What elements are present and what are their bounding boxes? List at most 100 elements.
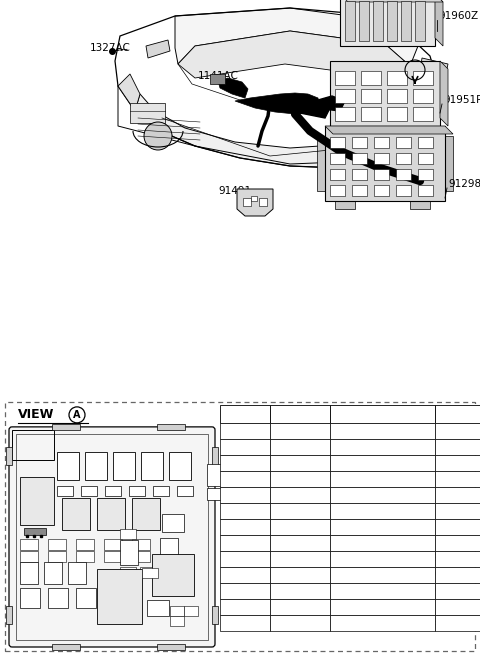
Bar — [141, 452, 163, 480]
Circle shape — [376, 151, 404, 179]
Bar — [220, 423, 270, 439]
Polygon shape — [175, 8, 420, 66]
Bar — [435, 567, 480, 583]
Bar — [130, 103, 165, 123]
Bar — [113, 452, 135, 480]
Bar — [132, 551, 150, 562]
Text: 95220A: 95220A — [284, 570, 316, 579]
Text: l: l — [243, 619, 247, 627]
Text: d: d — [242, 474, 248, 483]
Bar — [81, 486, 97, 496]
Bar — [330, 61, 440, 126]
Bar — [5, 402, 475, 651]
FancyBboxPatch shape — [9, 427, 215, 647]
Bar — [220, 567, 270, 583]
Bar — [62, 498, 90, 530]
Bar — [48, 551, 66, 562]
Bar — [330, 615, 435, 631]
Bar — [220, 599, 270, 615]
Text: 40A: 40A — [452, 506, 468, 516]
Text: a: a — [139, 554, 143, 560]
Text: f: f — [112, 554, 114, 560]
Bar — [52, 424, 80, 430]
Polygon shape — [340, 0, 443, 2]
Text: e: e — [171, 520, 175, 526]
Bar — [330, 551, 435, 567]
Polygon shape — [300, 101, 330, 118]
Bar — [270, 615, 330, 631]
Bar — [220, 519, 270, 535]
Text: j: j — [128, 549, 130, 555]
Text: e: e — [84, 595, 88, 601]
Bar — [387, 71, 407, 85]
Bar — [20, 539, 38, 550]
Bar — [340, 0, 435, 46]
Bar — [352, 185, 367, 196]
Text: A: A — [411, 66, 419, 75]
Bar — [12, 430, 54, 460]
Polygon shape — [315, 96, 345, 111]
Text: i: i — [95, 461, 97, 470]
Bar — [330, 169, 345, 180]
Bar — [220, 455, 270, 471]
Bar — [435, 455, 480, 471]
Bar — [170, 606, 184, 616]
Bar — [220, 405, 270, 423]
Text: 91951R: 91951R — [443, 95, 480, 105]
Bar — [330, 567, 435, 583]
Bar — [132, 498, 160, 530]
Text: f: f — [52, 570, 54, 576]
Bar — [330, 455, 435, 471]
Bar — [335, 107, 355, 121]
Text: f: f — [243, 506, 247, 516]
Bar — [20, 588, 40, 608]
Bar — [97, 498, 125, 530]
Bar — [132, 539, 150, 550]
Text: h: h — [170, 570, 176, 580]
Text: f: f — [214, 472, 216, 478]
Bar — [270, 503, 330, 519]
Bar — [435, 615, 480, 631]
Polygon shape — [118, 74, 140, 111]
Bar — [418, 185, 433, 196]
Text: KEY NO: KEY NO — [283, 409, 317, 419]
Text: REMARK: REMARK — [440, 409, 480, 419]
Bar — [396, 153, 411, 164]
Bar — [220, 583, 270, 599]
Bar — [207, 464, 223, 486]
Text: 18980J: 18980J — [286, 426, 314, 436]
Bar — [152, 554, 194, 596]
Text: i: i — [123, 461, 125, 470]
Text: 18980C: 18980C — [284, 442, 316, 451]
Text: j: j — [243, 586, 247, 596]
Text: VIEW: VIEW — [18, 409, 54, 421]
Text: FUSE-MINI: FUSE-MINI — [385, 474, 429, 483]
Bar — [330, 423, 435, 439]
Polygon shape — [380, 138, 415, 160]
Text: c: c — [176, 609, 178, 613]
Bar — [105, 486, 121, 496]
Bar — [120, 529, 136, 539]
Text: k: k — [73, 509, 79, 519]
Text: e: e — [75, 570, 79, 576]
Text: a: a — [126, 531, 130, 537]
Bar — [361, 107, 381, 121]
Text: 95230I: 95230I — [286, 602, 314, 611]
Bar — [270, 439, 330, 455]
Text: c: c — [111, 543, 115, 547]
Text: RELAY-MICRO: RELAY-MICRO — [385, 570, 442, 579]
Text: PART NAME: PART NAME — [355, 409, 409, 419]
Text: 15A: 15A — [452, 442, 468, 451]
Bar — [210, 74, 225, 84]
Bar — [6, 606, 12, 624]
Bar — [207, 488, 223, 500]
Polygon shape — [420, 58, 448, 78]
Bar — [352, 169, 367, 180]
Text: FUSE: FUSE — [385, 522, 407, 531]
Text: A: A — [73, 410, 81, 420]
Text: b: b — [175, 619, 179, 623]
Bar — [220, 535, 270, 551]
Text: b: b — [242, 442, 248, 451]
Bar — [374, 185, 389, 196]
Bar — [435, 535, 480, 551]
